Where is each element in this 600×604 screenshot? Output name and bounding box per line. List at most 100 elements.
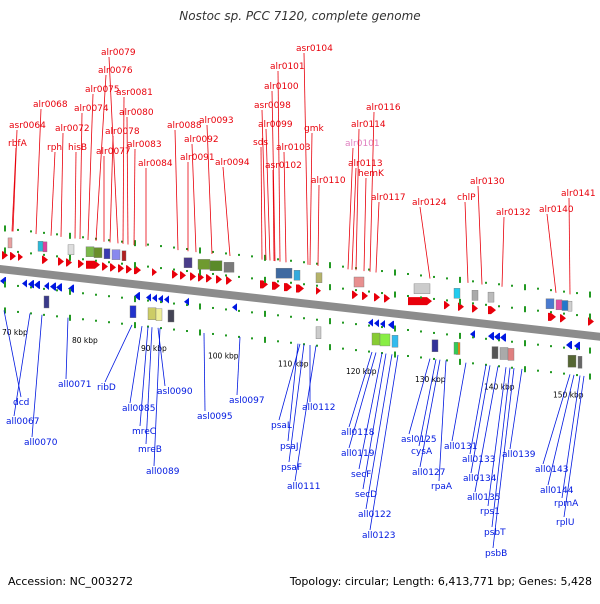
- tick-row-reverse-inner: [225, 308, 227, 311]
- gene-domain-block: [555, 299, 563, 311]
- forward-gene-arrow: [216, 275, 222, 284]
- bottom-gene-label: psbB: [485, 549, 507, 559]
- tick-row-reverse-inner: [212, 306, 214, 309]
- tick-row-reverse-inner: [277, 314, 279, 317]
- gene-domain-block: [471, 290, 479, 301]
- bottom-gene-label: mreC: [132, 427, 156, 437]
- top-label-leader: [35, 108, 42, 235]
- reverse-gene-arrow: [184, 297, 189, 306]
- tick-row-reverse-outer: [147, 325, 149, 328]
- gene-domain-block: [561, 300, 569, 311]
- top-gene-label: alr0132: [496, 208, 531, 218]
- tick-row-reverse-outer: [69, 314, 71, 321]
- bottom-label-leader: [408, 358, 431, 435]
- top-gene-label: asr0102: [265, 161, 302, 171]
- top-gene-label: alr0076: [98, 66, 133, 76]
- forward-gene-arrow: [362, 291, 368, 300]
- bottom-gene-label: all0135: [467, 493, 500, 503]
- top-gene-label: asr0081: [116, 88, 153, 98]
- tick-row-forward-inner: [576, 314, 578, 317]
- accession-text: Accession: NC_003272: [8, 575, 134, 588]
- top-label-leader: [272, 169, 275, 261]
- top-label-leader: [126, 116, 129, 245]
- bottom-gene-label: all0133: [462, 455, 495, 465]
- top-label-leader: [79, 112, 83, 240]
- reverse-gene-arrow: [158, 294, 163, 303]
- forward-gene-arrow: [152, 268, 157, 277]
- tick-row-reverse-inner: [30, 286, 32, 289]
- tick-row-forward-outer: [82, 236, 84, 239]
- forward-gene-arrow: [2, 251, 8, 260]
- bottom-label-leader: [294, 345, 317, 482]
- tick-row-forward-inner: [355, 289, 357, 292]
- bottom-gene-label: rps1: [480, 507, 500, 517]
- reverse-gene-arrow: [488, 332, 494, 341]
- forward-gene-arrow: [180, 271, 186, 280]
- tick-row-forward-inner: [550, 311, 552, 314]
- tick-row-reverse-inner: [251, 311, 253, 314]
- tick-row-forward-inner: [238, 275, 240, 278]
- gene-domain-block: [103, 248, 111, 259]
- tick-row-forward-outer: [43, 231, 45, 234]
- tick-row-forward-outer: [498, 283, 500, 286]
- gene-domain-block: [167, 309, 175, 323]
- forward-gene-arrow: [58, 257, 64, 266]
- top-label-leader: [74, 151, 77, 239]
- tick-row-forward-inner: [524, 306, 526, 313]
- top-label-leader: [108, 56, 119, 244]
- forward-gene-arrow: [172, 270, 178, 279]
- top-gene-label: asr0064: [9, 121, 46, 131]
- forward-gene-labels: rbfA asr0064 alr0068 rph alr0072 hisB alr0074 a…: [8, 44, 596, 295]
- gene-domain-block: [491, 346, 499, 359]
- bottom-gene-label: all0119: [341, 449, 375, 459]
- tick-row-forward-inner: [160, 267, 162, 270]
- tick-row-forward-outer: [381, 270, 383, 273]
- tick-row-reverse-inner: [342, 321, 344, 324]
- tick-row-forward-outer: [368, 268, 370, 271]
- gene-domain-block: [499, 347, 509, 360]
- tick-row-reverse-outer: [381, 352, 383, 355]
- top-label-leader: [317, 184, 320, 266]
- gene-domain-block: [507, 348, 515, 361]
- reverse-gene-arrow: [500, 333, 506, 342]
- bottom-gene-label: all0123: [362, 531, 395, 541]
- top-gene-label: alr0075: [85, 85, 120, 95]
- reverse-gene-arrow: [574, 341, 580, 350]
- tick-row-reverse-inner: [43, 287, 45, 290]
- tick-row-forward-inner: [56, 255, 58, 258]
- top-gene-label: chlP: [457, 193, 476, 203]
- tick-row-forward-outer: [550, 289, 552, 292]
- tick-row-reverse-outer: [225, 334, 227, 337]
- forward-gene-arrow: [374, 293, 380, 302]
- top-gene-label: alr0078: [105, 127, 140, 137]
- tick-row-reverse-inner: [524, 340, 526, 347]
- reverse-gene-arrow: [374, 319, 379, 328]
- tick-row-forward-outer: [225, 252, 227, 255]
- top-gene-label: alr0072: [55, 124, 90, 134]
- tick-row-forward-inner: [134, 262, 136, 269]
- reverse-gene-arrow: [44, 281, 49, 290]
- tick-row-reverse-inner: [329, 318, 331, 325]
- gene-domain-block: [379, 333, 391, 347]
- top-gene-label: alr0114: [351, 120, 386, 130]
- forward-gene-arrow: [118, 264, 124, 273]
- tick-row-reverse-inner: [56, 289, 58, 292]
- forward-gene-arrow: [408, 297, 432, 306]
- forward-gene-arrow: [296, 284, 304, 293]
- bottom-gene-label: secF: [351, 470, 371, 480]
- bottom-label-leader: [236, 337, 241, 396]
- tick-row-forward-inner: [589, 313, 591, 320]
- forward-gene-arrow: [66, 258, 72, 267]
- forward-gene-arrow: [316, 286, 321, 295]
- gene-domain-block: [209, 260, 223, 271]
- bottom-gene-label: all0131: [444, 442, 477, 452]
- tick-row-reverse-inner: [498, 339, 500, 342]
- bottom-gene-label: psaF: [281, 463, 302, 473]
- bottom-label-leader: [438, 360, 447, 482]
- tick-row-reverse-outer: [342, 347, 344, 350]
- gene-domain-block: [315, 272, 323, 283]
- top-label-leader: [477, 185, 483, 285]
- top-label-leader: [12, 129, 18, 232]
- top-gene-label: alr0093: [199, 116, 234, 126]
- forward-gene-arrow: [488, 306, 496, 315]
